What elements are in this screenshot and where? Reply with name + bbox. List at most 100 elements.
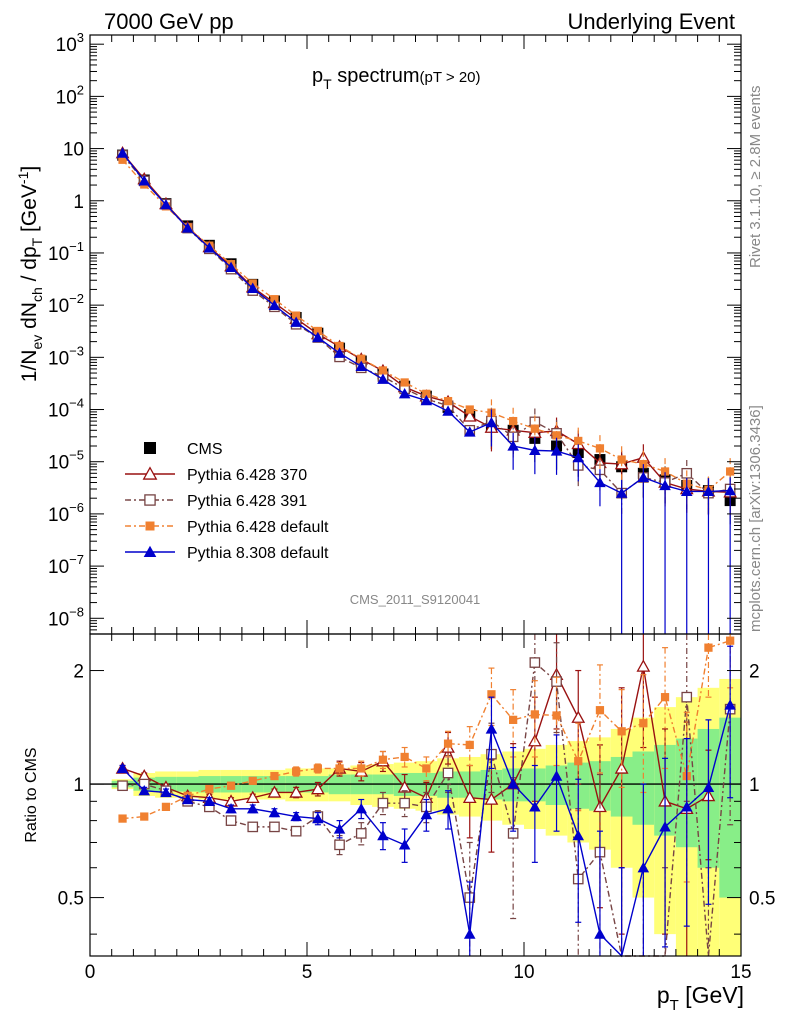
ylabel-part-9: ] <box>18 166 41 172</box>
main-ytick-base: 10 <box>56 35 77 56</box>
legend-label: Pythia 6.428 370 <box>187 467 307 484</box>
ratio-point <box>398 839 411 850</box>
analysis-label: CMS_2011_S9120041 <box>350 592 481 607</box>
xtick-label: 15 <box>730 962 751 983</box>
main-point <box>268 299 281 310</box>
ratio-point <box>704 643 713 652</box>
main-point <box>726 467 735 476</box>
xtick-label: 10 <box>513 962 534 983</box>
main-point <box>465 405 474 414</box>
ratio-point <box>269 821 280 833</box>
ratio-point <box>357 764 366 773</box>
ratio-point <box>594 928 606 939</box>
main-ytick-base: 10 <box>48 401 69 422</box>
main-ytick-label: 10−4 <box>48 396 84 422</box>
main-point <box>203 242 216 253</box>
ratio-point <box>637 861 650 873</box>
ratio-point <box>484 792 499 805</box>
main-point <box>116 147 129 158</box>
ratio-point <box>267 785 282 798</box>
ylabel-part-2: ev <box>29 335 45 350</box>
ratio-axes: 0.5 0.5 1 1 2 2 0 5 10 15 <box>58 634 775 983</box>
main-series-4 <box>116 147 736 634</box>
main-point <box>702 485 715 497</box>
main-ytick-base: 1 <box>73 192 84 213</box>
main-ytick-base: 10 <box>48 296 69 317</box>
ratio-point <box>463 928 476 939</box>
ratio-point <box>248 776 257 785</box>
main-point <box>246 282 259 293</box>
ratio-ylabel: Ratio to CMS <box>23 747 40 842</box>
ratio-point <box>574 757 583 766</box>
main-point <box>660 467 670 476</box>
ratio-point <box>465 740 474 750</box>
ylabel-part-3: dN <box>18 302 41 335</box>
ratio-point <box>571 710 586 723</box>
main-point <box>462 409 477 422</box>
main-ylabel: 1/Nev dNch / dpT [GeV-1] <box>15 166 45 382</box>
main-ytick-base: 10 <box>48 244 69 265</box>
ratio-point <box>378 755 388 764</box>
ratio-series-line <box>122 640 731 820</box>
xlabel: pT [GeV] <box>657 982 744 1014</box>
main-point <box>270 295 279 304</box>
ratio-point <box>117 780 128 792</box>
ratio-point <box>225 802 237 814</box>
legend-label: Pythia 8.308 default <box>187 545 329 562</box>
main-ytick-exponent: −1 <box>69 239 84 254</box>
ratio-point <box>487 690 496 699</box>
ratio-series-2 <box>118 634 735 883</box>
xlabel-rest: [GeV] <box>679 982 744 1008</box>
ratio-point <box>246 802 259 814</box>
main-point <box>118 155 127 164</box>
ratio-point <box>118 814 127 823</box>
main-point <box>313 326 322 336</box>
ratio-band-stat <box>719 717 741 898</box>
main-point <box>574 436 583 446</box>
main-point <box>595 444 605 453</box>
ratio-point <box>312 812 324 824</box>
ratio-point <box>225 815 237 826</box>
ratio-point <box>116 762 129 774</box>
main-point <box>530 424 539 433</box>
ratio-series-3 <box>116 645 736 958</box>
ratio-point <box>681 691 693 703</box>
main-series-layer <box>115 145 738 634</box>
main-ytick-base: 10 <box>48 453 69 474</box>
ratio-point <box>639 719 648 728</box>
ratio-point <box>245 790 260 803</box>
ratio-point <box>310 781 325 795</box>
main-point <box>400 378 409 387</box>
legend-marker <box>145 521 155 531</box>
main-point <box>529 444 541 455</box>
main-ytick-exponent: 3 <box>77 30 84 45</box>
main-point <box>378 366 388 375</box>
ratio-point <box>617 727 626 736</box>
ratio-point <box>442 802 454 814</box>
main-point <box>509 416 518 426</box>
main-ytick-exponent: −2 <box>69 291 84 306</box>
main-ytick-exponent: −5 <box>69 448 84 463</box>
main-ytick-label: 10−8 <box>48 604 84 630</box>
main-ytick-exponent: −6 <box>69 500 84 515</box>
main-ytick-label: 102 <box>56 82 84 108</box>
header-right: Underlying Event <box>567 9 735 34</box>
main-ytick-base: 10 <box>56 87 77 108</box>
main-ytick-label: 10−3 <box>48 343 84 369</box>
main-point <box>594 476 606 488</box>
main-point <box>422 389 431 398</box>
ratio-point <box>659 821 671 832</box>
ratio-ytick-label-right: 0.5 <box>749 889 775 910</box>
ratio-point <box>270 771 279 781</box>
main-ytick-exponent: −3 <box>69 343 84 358</box>
main-ytick-label: 10−5 <box>48 448 84 474</box>
main-point <box>572 451 585 463</box>
ratio-point <box>377 829 389 841</box>
main-point <box>637 471 650 483</box>
main-point <box>659 479 671 491</box>
ylabel-part-6: T <box>29 237 45 246</box>
main-point <box>463 426 476 437</box>
ratio-point <box>292 767 301 776</box>
ratio-series-line <box>122 666 709 810</box>
